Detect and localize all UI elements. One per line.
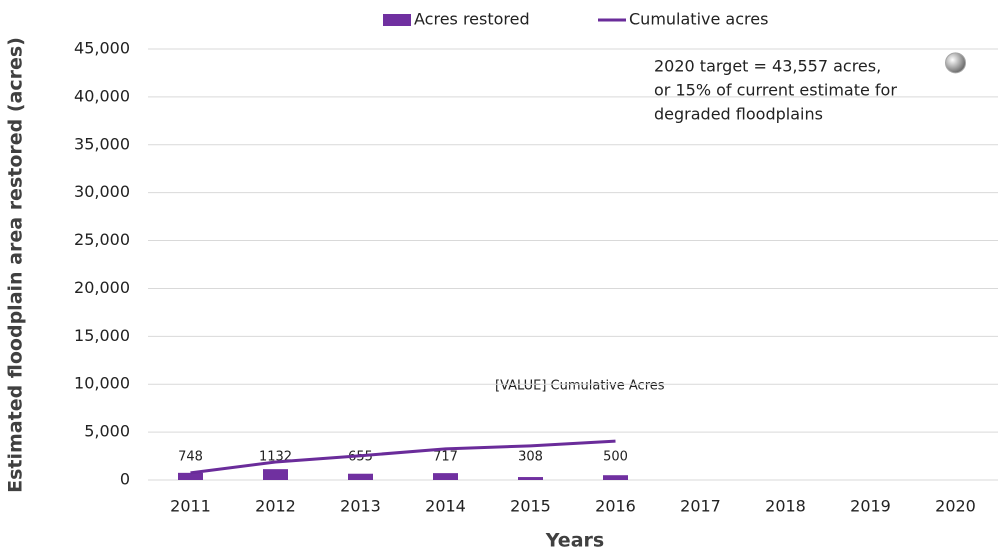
y-tick-label: 15,000 xyxy=(74,326,130,345)
annotation: degraded floodplains xyxy=(654,105,823,124)
y-axis-title: Estimated floodplain area restored (acre… xyxy=(5,37,27,493)
annotation: or 15% of current estimate for xyxy=(654,81,897,100)
legend-label: Cumulative acres xyxy=(629,10,768,29)
x-tick-label: 2012 xyxy=(255,497,296,516)
data-label: 748 xyxy=(178,450,203,465)
data-label: 308 xyxy=(518,450,543,465)
bar xyxy=(263,469,288,480)
y-tick-label: 45,000 xyxy=(74,39,130,58)
x-tick-label: 2020 xyxy=(935,497,976,516)
bar xyxy=(348,473,373,480)
bar xyxy=(178,472,203,480)
y-tick-label: 20,000 xyxy=(74,278,130,297)
x-tick-label: 2013 xyxy=(340,497,381,516)
x-tick-label: 2011 xyxy=(170,497,211,516)
bar xyxy=(603,475,628,480)
x-tick-label: 2014 xyxy=(425,497,466,516)
x-tick-label: 2015 xyxy=(510,497,551,516)
x-axis-title: Years xyxy=(545,530,604,552)
legend-label: Acres restored xyxy=(414,10,530,29)
y-tick-label: 30,000 xyxy=(74,182,130,201)
y-tick-label: 40,000 xyxy=(74,86,130,105)
y-tick-label: 5,000 xyxy=(84,422,130,441)
bar xyxy=(433,473,458,480)
y-tick-label: 0 xyxy=(120,470,130,489)
data-label: 717 xyxy=(433,450,458,465)
line xyxy=(190,439,616,475)
y-tick-label: 10,000 xyxy=(74,374,130,393)
y-tick-label: 35,000 xyxy=(74,134,130,153)
x-tick-label: 2019 xyxy=(850,497,891,516)
bar xyxy=(518,477,543,480)
annotation: 2020 target = 43,557 acres, xyxy=(654,57,881,76)
y-tick-label: 25,000 xyxy=(74,230,130,249)
target-point xyxy=(945,52,966,74)
annotation: [VALUE] Cumulative Acres xyxy=(495,379,665,394)
data-label: 500 xyxy=(603,450,628,465)
x-tick-label: 2016 xyxy=(595,497,636,516)
legend-swatch xyxy=(383,14,411,26)
x-tick-label: 2018 xyxy=(765,497,806,516)
x-tick-label: 2017 xyxy=(680,497,721,516)
